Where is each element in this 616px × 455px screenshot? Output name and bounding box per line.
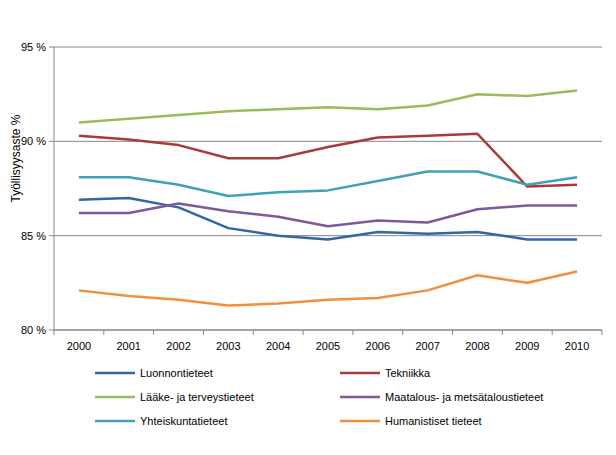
y-tick-label: 90 % <box>21 135 46 147</box>
grid-line <box>54 47 602 48</box>
legend-swatch <box>95 396 135 399</box>
series-line <box>79 272 577 306</box>
x-tick <box>303 330 304 335</box>
x-tick <box>352 330 353 335</box>
x-tick-label: 2000 <box>67 340 91 352</box>
x-tick <box>54 330 55 335</box>
y-tick-label: 80 % <box>21 324 46 336</box>
legend-label: Lääke- ja terveystieteet <box>140 391 254 403</box>
series-line <box>79 204 577 227</box>
x-tick-label: 2001 <box>116 340 140 352</box>
series-line <box>79 198 577 240</box>
x-tick-label: 2008 <box>465 340 489 352</box>
x-tick <box>502 330 503 335</box>
x-tick-label: 2004 <box>266 340 290 352</box>
y-tick-label: 95 % <box>21 41 46 53</box>
legend: Luonnontieteet Tekniikka Lääke- ja terveys… <box>95 367 543 427</box>
legend-swatch <box>95 372 135 375</box>
legend-swatch <box>340 420 380 423</box>
series-line <box>79 90 577 122</box>
x-tick <box>452 330 453 335</box>
legend-swatch <box>95 420 135 423</box>
x-tick-label: 2006 <box>366 340 390 352</box>
y-tick <box>49 47 54 48</box>
y-tick-label: 85 % <box>21 230 46 242</box>
chart: 80 % 85 % 90 % 95 % 2000 2001 2002 2003 2004 2005… <box>0 0 616 455</box>
y-tick <box>49 330 54 331</box>
x-tick-label: 2002 <box>166 340 190 352</box>
legend-swatch <box>340 372 380 375</box>
x-tick <box>103 330 104 335</box>
x-tick-label: 2009 <box>515 340 539 352</box>
legend-label: Tekniikka <box>385 367 431 379</box>
x-tick-label: 2010 <box>565 340 589 352</box>
x-tick-label: 2003 <box>216 340 240 352</box>
x-tick <box>153 330 154 335</box>
y-axis-label: Työllisyysaste % <box>9 114 23 202</box>
y-tick <box>49 235 54 236</box>
x-tick <box>253 330 254 335</box>
y-axis <box>54 47 55 330</box>
grid-line <box>54 330 602 331</box>
x-tick <box>552 330 553 335</box>
series-line <box>79 172 577 197</box>
legend-label: Luonnontieteet <box>140 367 213 379</box>
legend-label: Humanistiset tieteet <box>385 415 482 427</box>
x-tick-label: 2005 <box>316 340 340 352</box>
legend-label: Yhteiskuntatieteet <box>140 415 227 427</box>
plot-area <box>79 90 577 305</box>
x-tick <box>402 330 403 335</box>
legend-swatch <box>340 396 380 399</box>
x-tick <box>203 330 204 335</box>
y-tick <box>49 141 54 142</box>
x-tick-label: 2007 <box>415 340 439 352</box>
grid-line <box>54 235 602 236</box>
x-axis <box>54 330 602 331</box>
legend-label: Maatalous- ja metsätaloustieteet <box>385 391 543 403</box>
x-tick <box>602 330 603 335</box>
